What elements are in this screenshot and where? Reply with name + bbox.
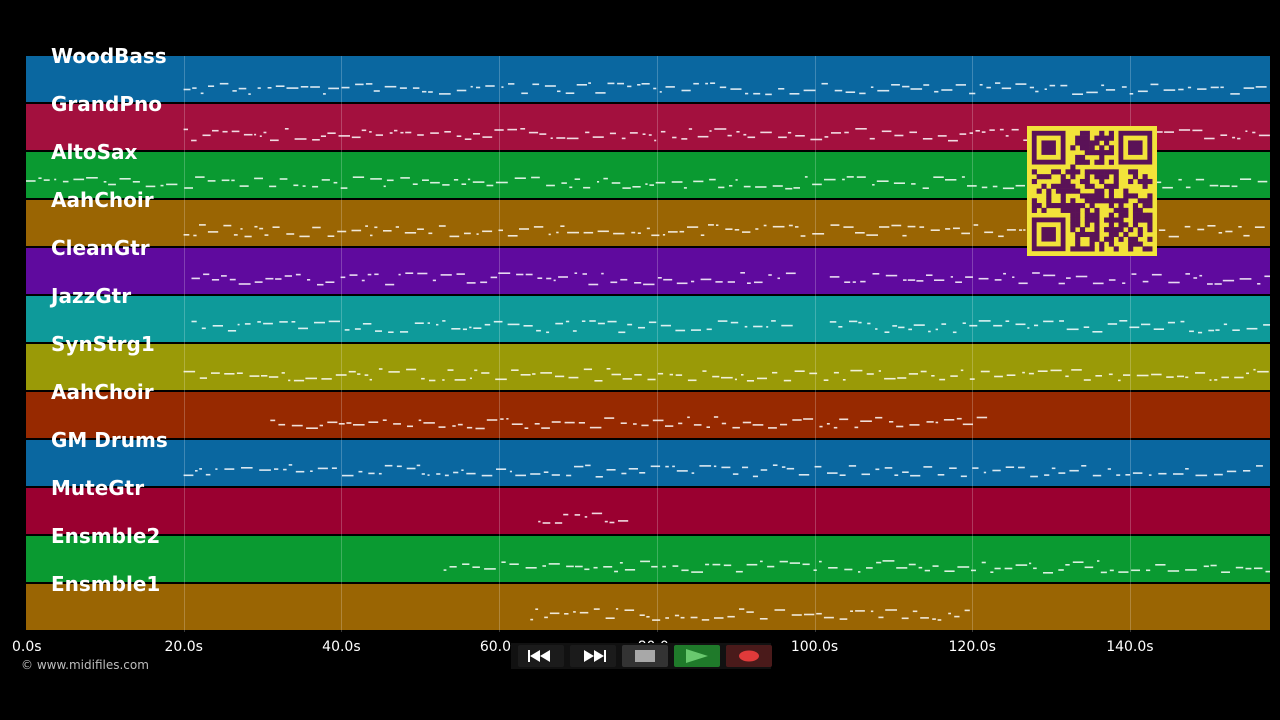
note-marks (183, 464, 1263, 478)
track-name: JazzGtr (51, 284, 132, 308)
track-lane[interactable] (26, 584, 1270, 630)
time-tick-label: 60.0s (479, 639, 519, 655)
rewind-icon (528, 650, 550, 662)
stop-icon (635, 650, 655, 662)
note-marks (530, 608, 970, 621)
gridline (814, 56, 816, 632)
track-name: Ensmble2 (51, 524, 161, 548)
play-button[interactable] (674, 645, 720, 667)
track-name: GrandPno (51, 92, 162, 116)
gridline (1129, 56, 1131, 632)
track-name: SynStrg1 (51, 332, 155, 356)
fast-forward-button[interactable] (570, 645, 616, 667)
play-icon (686, 649, 708, 663)
time-tick-label: 0.0s (12, 639, 42, 655)
track-lane[interactable] (26, 296, 1270, 342)
gridline (499, 56, 501, 632)
gridline (972, 56, 974, 632)
track-lane[interactable] (26, 488, 1270, 534)
track-name: AltoSax (51, 140, 138, 164)
gridline (183, 56, 185, 632)
record-button[interactable] (726, 645, 772, 667)
time-tick-label: 140.0s (1106, 639, 1154, 655)
qr-code (1027, 126, 1157, 256)
record-icon (739, 650, 759, 662)
note-marks (270, 416, 988, 430)
track-lane[interactable] (26, 392, 1270, 438)
note-marks (538, 512, 629, 524)
note-marks (191, 320, 1270, 334)
track-name: Ensmble1 (51, 572, 161, 596)
track-lane[interactable] (26, 56, 1270, 102)
note-marks (191, 272, 1270, 286)
track-lane[interactable] (26, 536, 1270, 582)
track-lane[interactable] (26, 440, 1270, 486)
track-name: GM Drums (51, 428, 168, 452)
track-name: MuteGtr (51, 476, 145, 500)
track-name: AahChoir (51, 188, 154, 212)
stop-button[interactable] (622, 645, 668, 667)
track-lane[interactable] (26, 344, 1270, 390)
time-tick-label: 100.0s (790, 639, 839, 655)
track-name: AahChoir (51, 380, 154, 404)
gridline (341, 56, 343, 632)
copyright-credit: © www.midifiles.com (21, 658, 149, 672)
note-marks (443, 560, 1270, 574)
time-tick-label: 20.0s (164, 639, 203, 655)
time-tick-label: 40.0s (322, 639, 361, 655)
track-name: WoodBass (51, 44, 167, 68)
note-marks (183, 82, 1267, 96)
note-marks (183, 368, 1269, 382)
rewind-button[interactable] (518, 645, 564, 667)
track-name: CleanGtr (51, 236, 150, 260)
gridline (656, 56, 658, 632)
fast-forward-icon (584, 650, 606, 662)
time-tick-label: 120.0s (948, 639, 996, 655)
